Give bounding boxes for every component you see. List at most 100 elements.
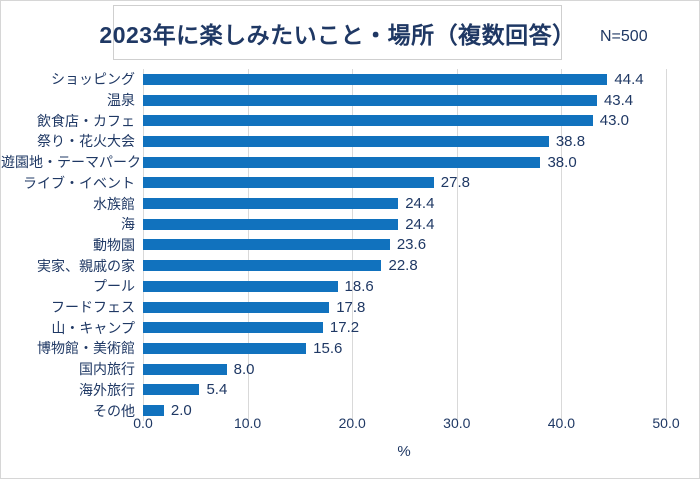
category-label: 海	[121, 216, 135, 233]
bar	[143, 94, 597, 106]
bar	[143, 198, 399, 210]
value-label: 2.0	[170, 402, 192, 420]
bar-row: 祭り・花火大会 38.8	[1, 131, 666, 152]
bar-track: 8.0	[143, 359, 666, 380]
x-tick-label: 30.0	[443, 415, 471, 431]
value-label: 22.8	[388, 257, 418, 275]
bar-row: 水族館 24.4	[1, 193, 666, 214]
bar	[143, 384, 200, 396]
category-label: その他	[93, 402, 135, 419]
x-axis: 0.0 10.0 20.0 30.0 40.0 50.0	[133, 415, 679, 433]
bar-row: 飲食店・カフェ 43.0	[1, 110, 666, 131]
gridline	[456, 69, 458, 421]
value-label: 8.0	[233, 360, 255, 378]
bar	[143, 363, 227, 375]
bar-row: ショッピング 44.4	[1, 69, 666, 90]
bar-track: 38.8	[143, 131, 666, 152]
bar-track: 44.4	[143, 69, 666, 90]
bar-row: ライブ・イベント 27.8	[1, 173, 666, 194]
value-label: 24.4	[405, 215, 435, 233]
category-label: 実家、親戚の家	[37, 257, 135, 274]
bar	[143, 405, 164, 417]
value-label: 24.4	[405, 195, 435, 213]
bar	[143, 135, 549, 147]
bar-track: 23.6	[143, 235, 666, 256]
chart-title-box: 2023年に楽しみたいこと・場所（複数回答）	[99, 5, 575, 60]
category-label: 遊園地・テーマパーク	[1, 154, 141, 171]
x-tick-label: 0.0	[133, 415, 153, 431]
gridline	[561, 69, 563, 421]
bar-track: 2.0	[143, 400, 666, 421]
x-tick-label: 40.0	[547, 415, 576, 431]
bar	[143, 342, 307, 354]
bar-row: 温泉 43.4	[1, 90, 666, 111]
gridline	[666, 69, 667, 421]
category-label: ライブ・イベント	[23, 174, 135, 191]
bar-row: 博物館・美術館 15.6	[1, 338, 666, 359]
bar-track: 43.4	[143, 90, 666, 111]
bar	[143, 218, 399, 230]
value-label: 38.8	[555, 132, 586, 150]
x-tick-label: 10.0	[233, 415, 262, 431]
bar	[143, 177, 434, 189]
bar-track: 15.6	[143, 338, 666, 359]
value-label: 23.6	[396, 236, 427, 254]
value-label: 18.6	[344, 277, 374, 295]
category-label: フードフェス	[51, 299, 135, 316]
bar-row: 山・キャンプ 17.2	[1, 317, 666, 338]
category-label: 飲食店・カフェ	[37, 112, 135, 129]
bar-row: プール 18.6	[1, 276, 666, 297]
x-axis-title: %	[397, 443, 411, 460]
chart-title: 2023年に楽しみたいこと・場所（複数回答）	[99, 21, 576, 48]
category-label: 祭り・花火大会	[37, 133, 135, 150]
bar-row: 国内旅行 8.0	[1, 359, 666, 380]
bar-track: 43.0	[143, 110, 666, 131]
category-label: 温泉	[107, 92, 135, 109]
bar	[143, 301, 330, 313]
bar-rows: ショッピング 44.4 温泉 43.4 飲食店・カフェ 43.0 祭り・花火大会 38.8 遊園…	[1, 69, 666, 421]
value-label: 5.4	[206, 381, 228, 399]
category-label: プール	[93, 278, 135, 295]
bar-track: 22.8	[143, 255, 666, 276]
value-label: 43.0	[599, 112, 629, 130]
x-tick-label: 20.0	[338, 415, 366, 431]
bar-row: 実家、親戚の家 22.8	[1, 255, 666, 276]
bar	[143, 322, 323, 334]
bar-row: 遊園地・テーマパーク 38.0	[1, 152, 666, 173]
bar	[143, 73, 608, 85]
category-label: ショッピング	[51, 71, 135, 88]
bar-track: 24.4	[143, 214, 666, 235]
value-label: 17.2	[329, 319, 360, 337]
category-label: 国内旅行	[79, 361, 135, 378]
bar-row: フードフェス 17.8	[1, 297, 666, 318]
bar	[143, 280, 338, 292]
bar-track: 17.2	[143, 317, 666, 338]
category-label: 山・キャンプ	[51, 319, 135, 336]
bar	[143, 115, 593, 127]
bar-row: 海 24.4	[1, 214, 666, 235]
value-label: 43.4	[603, 91, 634, 109]
sample-size-label: N=500	[600, 28, 648, 45]
bar-track: 24.4	[143, 193, 666, 214]
x-tick-label: 50.0	[652, 415, 680, 431]
category-label: 水族館	[93, 195, 135, 212]
category-label: 博物館・美術館	[37, 340, 135, 357]
value-label: 17.8	[336, 298, 366, 316]
value-label: 38.0	[547, 153, 577, 171]
bar-track: 5.4	[143, 380, 666, 401]
bar-row: 動物園 23.6	[1, 235, 666, 256]
bar-track: 38.0	[143, 152, 666, 173]
bar	[143, 239, 390, 251]
value-label: 27.8	[440, 174, 470, 192]
bar-track: 17.8	[143, 297, 666, 318]
bar	[143, 156, 541, 168]
bar	[143, 260, 382, 272]
bar-row: その他 2.0	[1, 400, 666, 421]
bar-track: 27.8	[143, 173, 666, 194]
category-label: 海外旅行	[79, 381, 135, 398]
value-label: 15.6	[313, 339, 343, 357]
bar-row: 海外旅行 5.4	[1, 380, 666, 401]
bar-track: 18.6	[143, 276, 666, 297]
category-label: 動物園	[93, 236, 135, 253]
